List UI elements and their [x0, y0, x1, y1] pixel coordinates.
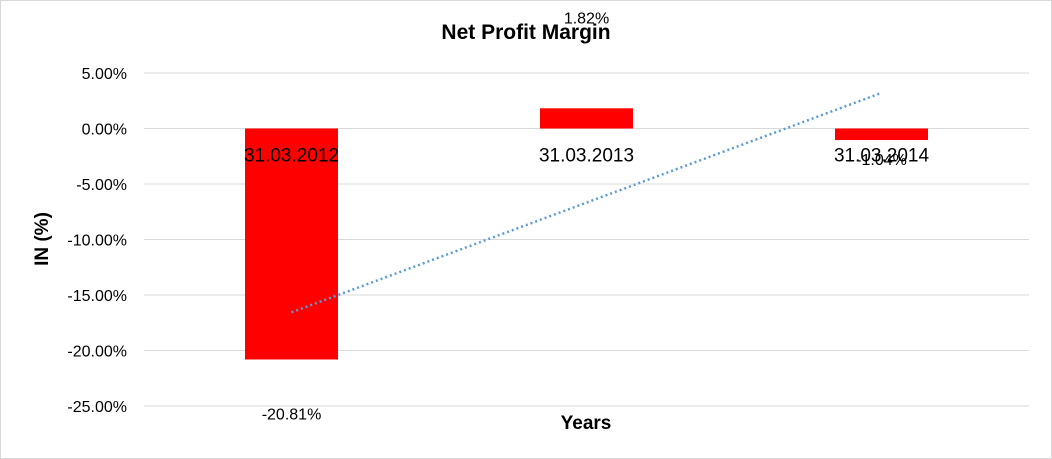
bar	[835, 128, 928, 141]
category-label: 31.03.2013	[539, 146, 634, 167]
data-labels: -20.81% 1.82% -1.04%	[262, 10, 907, 423]
category-labels: 31.03.2012 31.03.2013 31.03.2014	[244, 146, 930, 167]
y-tick-label: -10.00%	[67, 233, 127, 250]
y-tick-labels: 5.00% 0.00% -5.00% -10.00% -15.00% -20.00% -25…	[67, 66, 127, 416]
data-label: 1.82%	[564, 10, 609, 27]
data-label: -20.81%	[262, 406, 322, 423]
y-tick-label: 5.00%	[82, 66, 127, 83]
bar	[245, 128, 338, 360]
data-label: -1.04%	[856, 152, 907, 169]
y-tick-label: -25.00%	[67, 399, 127, 416]
category-label: 31.03.2012	[244, 146, 339, 167]
category-label: 31.03.2014	[834, 146, 930, 167]
y-tick-label: 0.00%	[82, 122, 127, 139]
chart-title: Net Profit Margin	[441, 21, 610, 44]
y-tick-label: -5.00%	[76, 177, 127, 194]
bar	[540, 108, 633, 129]
y-tick-label: -20.00%	[67, 344, 127, 361]
y-tick-label: -15.00%	[67, 288, 127, 305]
x-axis-label: Years	[561, 413, 612, 434]
bars	[245, 108, 928, 360]
y-axis-label: IN (%)	[32, 212, 53, 266]
